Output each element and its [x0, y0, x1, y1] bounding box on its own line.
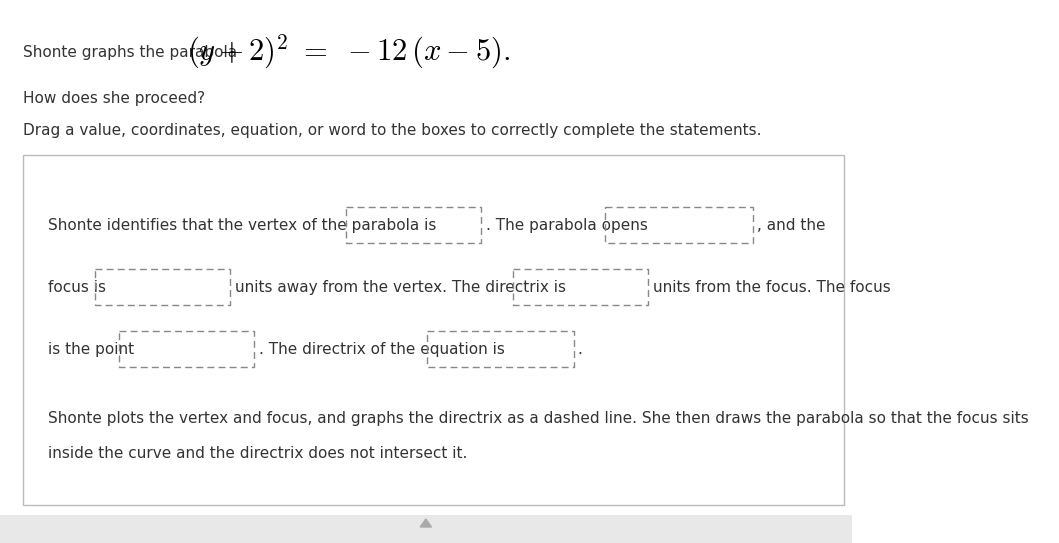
- Text: $\mathit{(y+2)^{2}\ =\ -12\,(x-5).}$: $\mathit{(y+2)^{2}\ =\ -12\,(x-5).}$: [186, 33, 510, 71]
- Text: How does she proceed?: How does she proceed?: [22, 91, 204, 105]
- Text: is the point: is the point: [49, 342, 134, 357]
- Bar: [0, 515, 852, 543]
- Text: .: .: [577, 342, 582, 357]
- Text: units from the focus. The focus: units from the focus. The focus: [652, 280, 891, 294]
- Text: Shonte graphs the parabola: Shonte graphs the parabola: [22, 45, 236, 60]
- Text: . The parabola opens: . The parabola opens: [486, 218, 648, 232]
- Text: inside the curve and the directrix does not intersect it.: inside the curve and the directrix does …: [49, 445, 468, 460]
- Text: Shonte identifies that the vertex of the parabola is: Shonte identifies that the vertex of the…: [49, 218, 436, 232]
- Text: Shonte plots the vertex and focus, and graphs the directrix as a dashed line. Sh: Shonte plots the vertex and focus, and g…: [49, 411, 1029, 426]
- Bar: [22, 155, 844, 505]
- Text: units away from the vertex. The directrix is: units away from the vertex. The directri…: [235, 280, 567, 294]
- Text: focus is: focus is: [49, 280, 106, 294]
- Text: , and the: , and the: [757, 218, 826, 232]
- Polygon shape: [420, 519, 431, 527]
- Text: Drag a value, coordinates, equation, or word to the boxes to correctly complete : Drag a value, coordinates, equation, or …: [22, 123, 761, 137]
- Text: . The directrix of the equation is: . The directrix of the equation is: [259, 342, 505, 357]
